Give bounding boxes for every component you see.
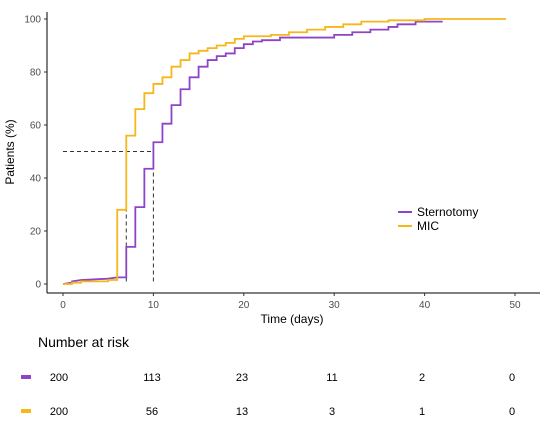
risk-value: 200 <box>50 406 68 418</box>
y-tick-label: 100 <box>24 15 41 26</box>
risk-value: 1 <box>419 406 425 418</box>
x-ticks: 0 10 20 30 40 50 <box>60 293 521 311</box>
risk-value: 2 <box>419 372 425 384</box>
y-tick-label: 80 <box>30 68 42 79</box>
x-tick-label: 10 <box>148 300 160 311</box>
series-line-sternotomy <box>62 20 443 285</box>
risk-value: 0 <box>509 372 515 384</box>
x-tick-label: 50 <box>509 300 521 311</box>
risk-value: 0 <box>509 406 515 418</box>
y-tick-label: 20 <box>30 227 42 238</box>
risk-value: 13 <box>236 406 248 418</box>
risk-value: 56 <box>146 406 158 418</box>
risk-value: 200 <box>50 372 68 384</box>
risk-value: 23 <box>236 372 248 384</box>
series-line-mic <box>63 18 506 285</box>
x-tick-label: 0 <box>60 300 66 311</box>
risk-table: 200 113 23 11 2 0 200 56 13 3 1 0 <box>21 372 515 418</box>
legend-label-mic: MIC <box>417 219 439 233</box>
x-tick-label: 30 <box>329 300 341 311</box>
x-tick-label: 20 <box>238 300 250 311</box>
axes <box>46 12 540 294</box>
series-layer <box>62 18 506 285</box>
legend-label-sternotomy: Sternotomy <box>417 205 478 219</box>
y-tick-label: 40 <box>30 174 42 185</box>
risk-value: 3 <box>329 406 335 418</box>
risk-value: 11 <box>326 372 337 384</box>
y-ticks: 0 20 40 60 80 100 <box>24 15 47 291</box>
y-tick-label: 60 <box>30 121 42 132</box>
x-axis-title: Time (days) <box>261 312 324 326</box>
y-axis-title: Patients (%) <box>3 119 17 184</box>
risk-table-title: Number at risk <box>38 334 130 350</box>
risk-value: 113 <box>143 372 161 384</box>
median-reference-lines <box>63 151 154 284</box>
y-tick-label: 0 <box>35 280 41 291</box>
x-tick-label: 40 <box>419 300 431 311</box>
